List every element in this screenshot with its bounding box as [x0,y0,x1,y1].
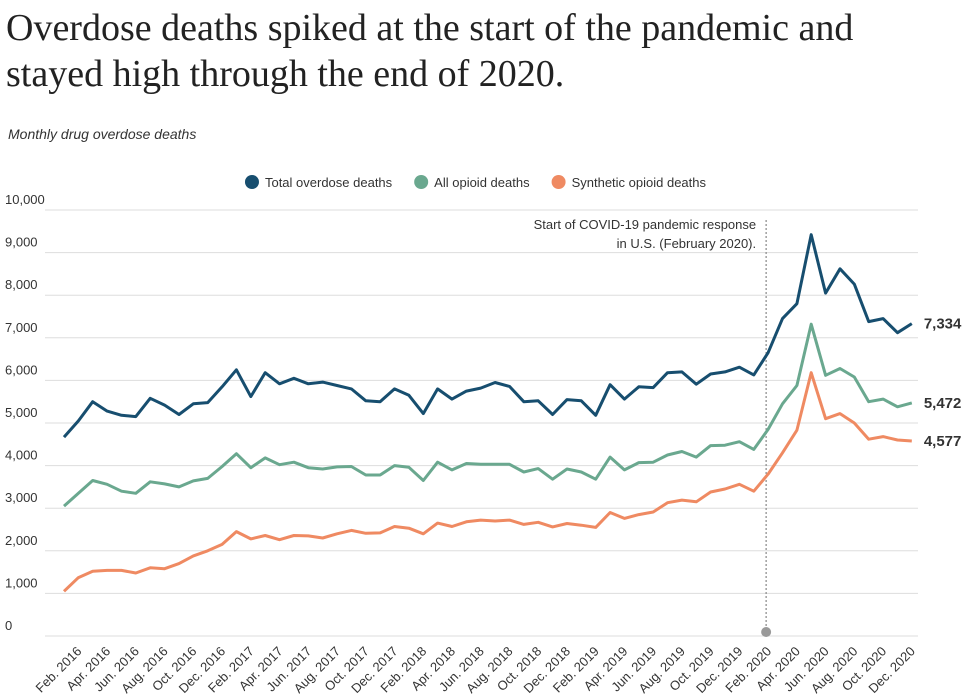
end-label: 7,334 [924,316,962,333]
y-tick-label: 9,000 [5,235,38,250]
y-tick-label: 5,000 [5,405,38,420]
series-line [63,322,913,508]
chart-subtitle: Monthly drug overdose deaths [8,126,196,142]
y-tick-label: 6,000 [5,362,38,377]
legend-label: All opioid deaths [434,175,530,190]
legend-label: Synthetic opioid deaths [572,175,707,190]
chart-title: Overdose deaths spiked at the start of t… [6,7,853,49]
y-tick-label: 4,000 [5,448,38,463]
y-tick-label: 2,000 [5,533,38,548]
y-tick-label: 10,000 [5,192,45,207]
series-line [62,371,912,593]
legend-marker [414,175,429,189]
y-tick-label: 0 [5,618,12,633]
annotation-text: Start of COVID-19 pandemic response [534,217,757,232]
chart-title: stayed high through the end of 2020. [6,53,564,95]
series-line [62,233,913,439]
y-tick-label: 8,000 [5,277,38,292]
y-tick-label: 3,000 [5,490,38,505]
legend-label: Total overdose deaths [265,175,393,190]
end-label: 4,577 [924,433,962,450]
end-label: 5,472 [924,395,962,412]
y-tick-label: 7,000 [5,320,38,335]
legend-marker [551,175,566,189]
legend-marker [244,175,259,189]
annotation-text: in U.S. (February 2020). [617,236,756,251]
annotation-dot [761,627,772,637]
y-tick-label: 1,000 [5,575,38,590]
